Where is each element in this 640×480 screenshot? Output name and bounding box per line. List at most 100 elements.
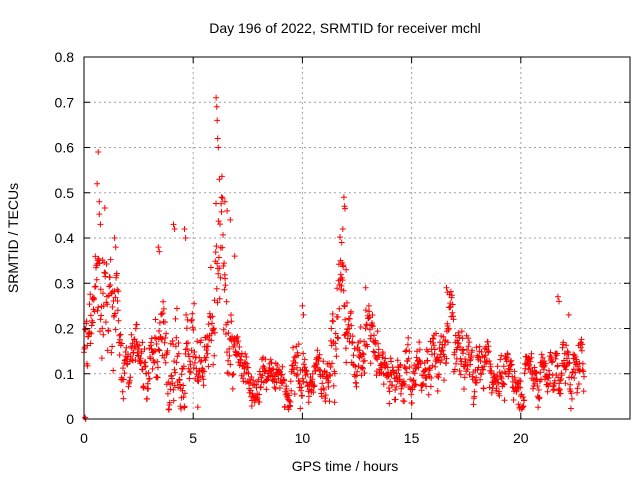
data-point [341,302,348,309]
data-point [391,369,397,376]
data-point [455,340,462,347]
data-point [214,117,221,124]
data-point [484,338,491,345]
data-point [362,284,369,291]
data-point [144,395,151,402]
data-point [300,350,307,357]
data-point [327,364,334,370]
data-point [160,305,167,312]
data-point [404,341,411,348]
data-point [194,338,201,345]
data-point [287,398,294,405]
data-point [376,352,383,359]
data-point [519,403,526,410]
data-point [470,401,477,408]
data-point [566,359,573,366]
data-point [155,244,162,251]
data-point [159,335,166,342]
data-point [314,347,321,354]
data-point [428,375,435,381]
data-point [515,384,522,391]
data-point [549,358,556,365]
data-point [416,346,423,353]
data-point [84,362,91,369]
data-point [194,377,201,384]
data-point [181,403,188,410]
data-point [91,308,98,315]
y-tick-label: 0.8 [55,49,75,65]
data-point [100,290,106,297]
data-point [581,373,587,380]
data-point [194,404,201,411]
data-point [120,365,126,372]
data-point [366,308,373,315]
data-point [555,385,562,392]
data-point [172,343,179,350]
data-point [225,330,232,336]
data-point [576,367,583,374]
x-tick-label: 20 [513,430,529,446]
data-point [228,318,235,325]
data-point [568,390,575,397]
y-tick-label: 0.6 [55,140,75,156]
data-point [412,381,419,388]
data-point [222,282,229,289]
data-point [360,365,366,372]
data-point [97,286,104,293]
data-point [521,397,528,404]
y-axis-label: SRMTID / TECUs [5,183,21,293]
data-point [365,315,372,321]
data-point [105,328,112,335]
data-point [178,405,184,412]
data-point [212,249,219,256]
data-point [213,200,219,207]
data-point [403,347,410,354]
data-point [431,346,438,353]
data-point [327,337,334,344]
data-point [174,305,180,312]
data-point [515,401,522,408]
data-point [319,380,326,387]
data-point [435,371,442,378]
data-point [288,387,295,394]
data-point [327,372,334,379]
data-point [526,361,533,368]
data-point [220,263,227,269]
data-point [204,350,211,357]
data-point [336,305,343,312]
data-point [579,367,586,373]
data-point [409,386,416,393]
data-point [146,375,153,382]
data-point [370,348,377,355]
data-point [504,351,511,358]
data-point [486,358,493,364]
data-point [217,274,224,281]
data-point [263,386,270,393]
data-point [445,339,451,346]
data-point [410,378,416,384]
data-point [189,324,196,331]
data-point [109,343,116,350]
data-point [535,387,542,393]
data-point [236,344,243,350]
data-point [397,390,404,397]
data-point [342,345,349,352]
data-point [297,405,304,412]
data-point [115,288,122,295]
data-point [145,369,152,376]
data-point [498,352,505,359]
data-point [126,377,133,384]
data-point [269,377,276,384]
data-point [174,353,181,360]
chart-title: Day 196 of 2022, SRMTID for receiver mch… [209,20,481,36]
data-point [569,395,575,402]
data-point [572,369,579,376]
data-point [562,366,569,373]
data-point [520,394,527,400]
data-point [89,319,96,326]
data-point [513,388,520,395]
data-point [223,298,230,305]
data-point [200,382,207,389]
data-point [300,378,307,385]
data-point [219,195,226,201]
